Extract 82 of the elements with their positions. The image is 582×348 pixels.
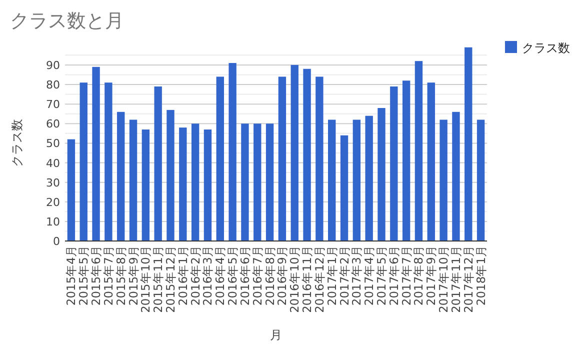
x-tick-label: 2016年7月 bbox=[250, 245, 264, 306]
x-tick-label: 2015年5月 bbox=[76, 245, 91, 306]
y-axis-title: クラス数 bbox=[10, 119, 24, 168]
y-tick-label: 10 bbox=[46, 215, 60, 228]
bar bbox=[427, 82, 435, 241]
bar bbox=[390, 86, 398, 241]
x-tick-label: 2017年2月 bbox=[337, 245, 352, 306]
x-tick-label: 2016年4月 bbox=[213, 245, 228, 306]
bar bbox=[440, 120, 448, 241]
y-tick-label: 90 bbox=[46, 58, 60, 72]
y-tick-label: 80 bbox=[46, 78, 60, 92]
x-tick-label: 2015年8月 bbox=[114, 245, 128, 306]
x-tick-label: 2017年5月 bbox=[374, 245, 388, 306]
bar bbox=[340, 135, 348, 241]
x-tick-label: 2016年5月 bbox=[226, 245, 240, 306]
x-tick-label: 2016年2月 bbox=[188, 245, 202, 306]
x-tick-label: 2017年11月 bbox=[448, 245, 463, 313]
chart-title: クラス数と月 bbox=[10, 10, 124, 32]
bar bbox=[179, 128, 187, 241]
x-tick-label: 2016年10月 bbox=[288, 245, 302, 313]
x-tick-label: 2015年7月 bbox=[101, 245, 116, 306]
bar bbox=[414, 61, 423, 241]
x-axis-title: 月 bbox=[270, 328, 282, 342]
bar bbox=[228, 63, 236, 241]
x-tick-label: 2017年10月 bbox=[436, 245, 451, 313]
x-tick-label: 2016年11月 bbox=[300, 245, 314, 313]
bar bbox=[67, 139, 76, 241]
bar bbox=[254, 124, 262, 241]
bar bbox=[117, 112, 125, 241]
bar bbox=[266, 124, 274, 241]
bar bbox=[464, 47, 472, 241]
bar bbox=[365, 116, 373, 241]
x-tick-label: 2017年4月 bbox=[362, 245, 376, 306]
bar bbox=[316, 76, 324, 241]
bar bbox=[402, 80, 410, 241]
bar bbox=[278, 76, 286, 241]
x-tick-label: 2015年4月 bbox=[64, 245, 78, 306]
x-tick-label: 2017年6月 bbox=[386, 245, 401, 306]
x-tick-label: 2015年10月 bbox=[138, 245, 153, 313]
bar bbox=[191, 124, 200, 241]
x-tick-label: 2015年6月 bbox=[89, 245, 104, 306]
bar bbox=[154, 86, 162, 241]
y-tick-label: 0 bbox=[53, 235, 60, 248]
y-tick-label: 20 bbox=[46, 196, 60, 209]
x-tick-label: 2017年3月 bbox=[350, 245, 364, 306]
bar bbox=[92, 66, 100, 241]
y-tick-label: 70 bbox=[46, 98, 60, 112]
x-tick-label: 2017年9月 bbox=[424, 245, 438, 306]
bar bbox=[303, 68, 311, 241]
bar bbox=[104, 82, 112, 241]
x-tick-label: 2016年8月 bbox=[262, 245, 277, 306]
bar bbox=[328, 120, 336, 241]
bar bbox=[290, 64, 298, 241]
bar bbox=[452, 112, 460, 241]
x-tick-label: 2016年9月 bbox=[275, 245, 290, 306]
x-tick-label: 2017年8月 bbox=[412, 245, 426, 306]
x-tick-label: 2017年12月 bbox=[461, 245, 476, 313]
x-tick-label: 2017年1月 bbox=[324, 245, 339, 306]
x-tick-label: 2017年7月 bbox=[399, 245, 414, 306]
bar bbox=[241, 124, 249, 241]
x-tick-label: 2015年9月 bbox=[126, 245, 140, 306]
bar bbox=[352, 120, 361, 241]
bar bbox=[166, 110, 174, 241]
bar bbox=[378, 108, 386, 241]
y-tick-label: 30 bbox=[46, 176, 60, 190]
bar bbox=[204, 130, 212, 241]
x-tick-label: 2015年12月 bbox=[164, 245, 178, 313]
x-tick-label: 2016年12月 bbox=[312, 245, 326, 313]
bar bbox=[80, 82, 88, 241]
x-tick-label: 2016年6月 bbox=[238, 245, 252, 306]
y-tick-label: 60 bbox=[46, 118, 60, 131]
bar bbox=[216, 76, 224, 241]
x-tick-label: 2016年3月 bbox=[200, 245, 215, 306]
x-tick-label: 2015年11月 bbox=[151, 245, 166, 313]
bar bbox=[476, 120, 485, 241]
x-tick-label: 2016年1月 bbox=[176, 245, 190, 306]
y-tick-label: 50 bbox=[46, 137, 60, 150]
bar bbox=[142, 130, 150, 241]
legend-label: クラス数 bbox=[522, 41, 570, 55]
y-tick-label: 40 bbox=[46, 156, 60, 170]
x-tick-label: 2018年1月 bbox=[474, 245, 488, 306]
bar bbox=[129, 120, 138, 241]
